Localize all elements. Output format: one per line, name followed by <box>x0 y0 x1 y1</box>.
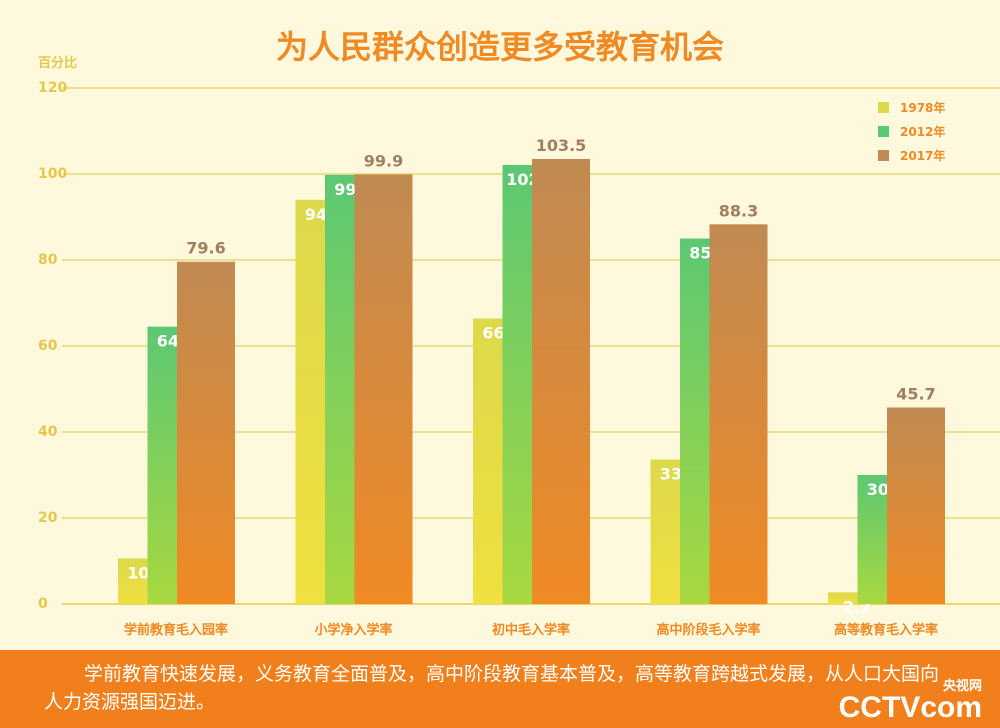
footer-caption: 学前教育快速发展，义务教育全面普及，高中阶段教育基本普及，高等教育跨越式发展，从… <box>0 650 1000 728</box>
y-tick-label: 40 <box>38 424 58 440</box>
bar-2017年 <box>709 224 768 604</box>
legend-label: 1978年 <box>900 100 945 115</box>
data-label: 88.3 <box>719 201 758 220</box>
data-label: 45.7 <box>896 384 935 403</box>
bar-1978年 <box>828 592 886 604</box>
cctv-logo: 央视网 CCTVcom <box>838 678 982 724</box>
y-tick-label: 100 <box>38 166 67 182</box>
y-tick-label: 20 <box>38 510 58 526</box>
y-tick-label: 0 <box>38 596 48 612</box>
legend-swatch <box>878 126 889 137</box>
x-tick-label: 学前教育毛入园率 <box>124 622 228 638</box>
x-tick-label: 高等教育毛入学率 <box>834 622 938 638</box>
bar-2017年 <box>532 158 590 604</box>
y-tick-label: 60 <box>38 338 58 354</box>
legend-swatch <box>878 150 889 161</box>
x-tick-label: 初中毛入学率 <box>492 622 570 638</box>
bar-2017年 <box>354 174 413 604</box>
data-label: 103.5 <box>536 136 587 155</box>
bar-2017年 <box>177 261 235 604</box>
footer-text: 学前教育快速发展，义务教育全面普及，高中阶段教育基本普及，高等教育跨越式发展，从… <box>44 663 940 713</box>
bar-2017年 <box>887 407 945 604</box>
x-tick-label: 高中阶段毛入学率 <box>656 622 760 638</box>
y-axis-label: 百分比 <box>38 56 78 71</box>
legend-label: 2012年 <box>900 124 945 139</box>
data-label: 99.9 <box>364 151 403 170</box>
legend-swatch <box>878 102 889 113</box>
legend-label: 2017年 <box>900 148 945 163</box>
bar-chart: 02040608010012010.664.579.6学前教育毛入园率94.09… <box>38 80 1000 638</box>
x-tick-label: 小学净入学率 <box>314 622 392 638</box>
chart-title: 为人民群众创造更多受教育机会 <box>275 28 724 66</box>
y-tick-label: 80 <box>38 252 58 268</box>
data-label: 79.6 <box>186 239 225 258</box>
y-tick-label: 120 <box>38 80 67 96</box>
